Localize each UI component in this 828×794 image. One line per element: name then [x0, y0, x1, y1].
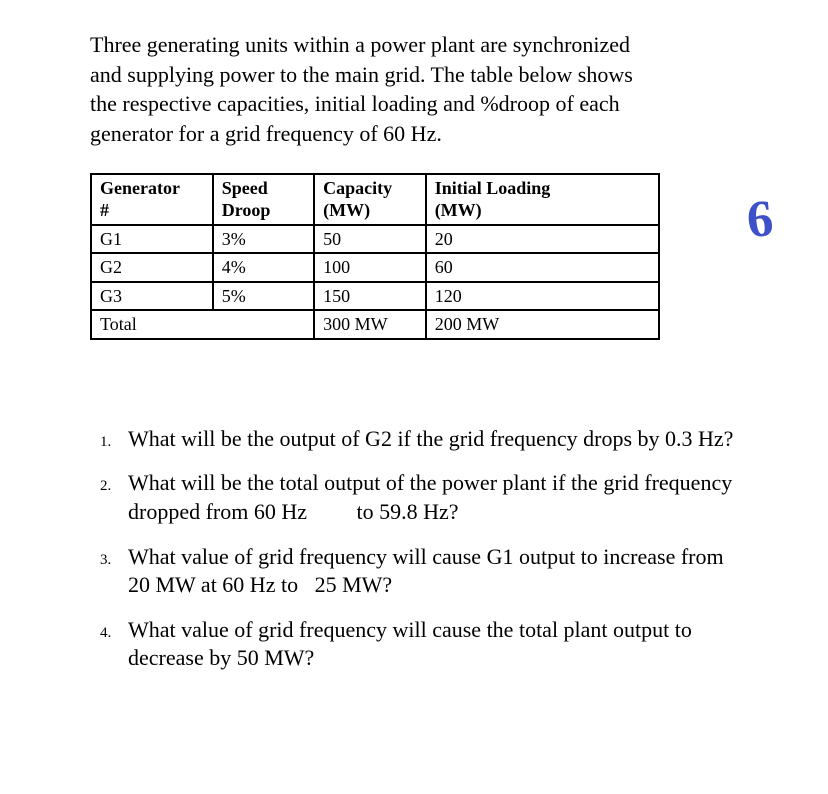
- cell-gen: G2: [91, 253, 213, 282]
- question-item: 4. What value of grid frequency will cau…: [100, 616, 738, 673]
- cell-droop: 5%: [213, 282, 314, 311]
- question-number: 1.: [100, 429, 128, 451]
- total-capacity: 300 MW: [314, 310, 426, 339]
- cell-loading: 60: [426, 253, 659, 282]
- cell-droop: 4%: [213, 253, 314, 282]
- question-item: 2. What will be the total output of the …: [100, 469, 738, 526]
- table-row: G2 4% 100 60: [91, 253, 659, 282]
- cell-loading: 120: [426, 282, 659, 311]
- intro-paragraph: Three generating units within a power pl…: [90, 30, 650, 149]
- table-header-row: Generator # Speed Droop Capacity (MW) In…: [91, 174, 659, 225]
- cell-capacity: 150: [314, 282, 426, 311]
- table-total-row: Total 300 MW 200 MW: [91, 310, 659, 339]
- table-row: G3 5% 150 120: [91, 282, 659, 311]
- cell-droop: 3%: [213, 225, 314, 254]
- question-number: 2.: [100, 473, 128, 495]
- question-number: 3.: [100, 547, 128, 569]
- question-item: 3. What value of grid frequency will cau…: [100, 543, 738, 600]
- header-capacity-l2: (MW): [323, 200, 370, 220]
- question-text: What value of grid frequency will cause …: [128, 543, 738, 600]
- cell-gen: G3: [91, 282, 213, 311]
- header-loading: Initial Loading (MW): [426, 174, 659, 225]
- header-droop: Speed Droop: [213, 174, 314, 225]
- cell-capacity: 100: [314, 253, 426, 282]
- header-generator: Generator #: [91, 174, 213, 225]
- question-item: 1. What will be the output of G2 if the …: [100, 425, 738, 454]
- questions-list: 1. What will be the output of G2 if the …: [90, 425, 738, 673]
- question-text: What will be the output of G2 if the gri…: [128, 425, 733, 454]
- generator-table: Generator # Speed Droop Capacity (MW) In…: [90, 173, 660, 340]
- cell-capacity: 50: [314, 225, 426, 254]
- header-droop-l1: Speed: [222, 178, 268, 198]
- total-label: Total: [91, 310, 314, 339]
- header-capacity-l1: Capacity: [323, 178, 392, 198]
- table-row: G1 3% 50 20: [91, 225, 659, 254]
- total-loading: 200 MW: [426, 310, 659, 339]
- question-number: 4.: [100, 620, 128, 642]
- header-loading-l1: Initial Loading: [435, 178, 551, 198]
- question-text: What value of grid frequency will cause …: [128, 616, 738, 673]
- cell-gen: G1: [91, 225, 213, 254]
- header-generator-l2: #: [100, 200, 109, 220]
- header-droop-l2: Droop: [222, 200, 271, 220]
- header-generator-l1: Generator: [100, 178, 180, 198]
- question-text: What will be the total output of the pow…: [128, 469, 738, 526]
- handwritten-annotation: 6: [744, 189, 775, 250]
- header-loading-l2: (MW): [435, 200, 482, 220]
- header-capacity: Capacity (MW): [314, 174, 426, 225]
- cell-loading: 20: [426, 225, 659, 254]
